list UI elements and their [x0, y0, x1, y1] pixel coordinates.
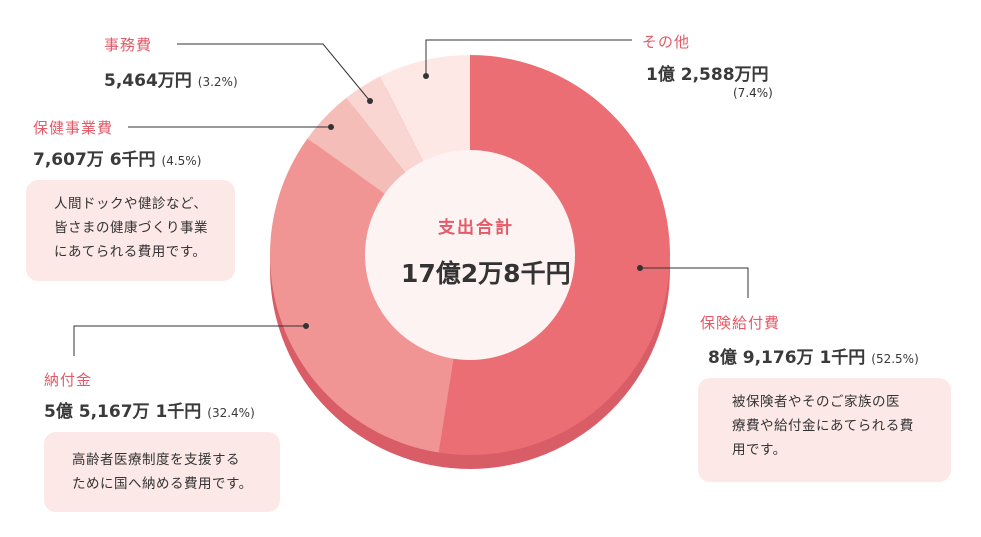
label-sonota: その他: [642, 33, 691, 51]
percent-nofukin: (32.4%): [207, 406, 255, 420]
amount-hoken-jigyo: 7,607万 6千円 (4.5%): [33, 150, 202, 170]
center-title: 支出合計: [438, 218, 514, 238]
leader-dot-jimuhi: [367, 98, 373, 104]
percent-hoken-kyufu: (52.5%): [871, 352, 919, 366]
leader-dot-sonota: [423, 73, 429, 79]
amount-jimuhi: 5,464万円 (3.2%): [104, 71, 238, 91]
percent-jimuhi: (3.2%): [197, 75, 238, 89]
note-hoken-jigyo: 人間ドックや健診など、 皆さまの健康づくり事業 にあてられる費用です。: [26, 180, 235, 281]
percent-sonota: (7.4%): [733, 86, 773, 100]
note-hoken-kyufu: 被保険者やそのご家族の医 療費や給付金にあてられる費 用です。: [698, 378, 951, 482]
percent-hoken-jigyo: (4.5%): [161, 154, 202, 168]
leader-line-hoken-kyufu: [640, 267, 749, 298]
amount-hoken-kyufu: 8億 9,176万 1千円 (52.5%): [708, 348, 919, 368]
leader-dot-hoken-jigyo: [328, 124, 334, 130]
label-hoken-kyufu: 保険給付費: [700, 314, 781, 332]
leader-line-sonota: [425, 39, 632, 76]
center-value: 17億2万8千円: [401, 259, 571, 288]
label-hoken-jigyo: 保健事業費: [33, 119, 114, 137]
leader-line-jimuhi: [177, 43, 371, 102]
leader-dot-hoken-kyufu: [637, 265, 643, 271]
leader-lines: [73, 39, 749, 356]
amount-sonota: 1億 2,588万円: [646, 65, 769, 85]
label-nofukin: 納付金: [44, 371, 93, 389]
center-circle: [365, 150, 575, 360]
label-jimuhi: 事務費: [104, 36, 153, 54]
slice-nofukin: [270, 138, 470, 453]
amount-nofukin: 5億 5,167万 1千円 (32.4%): [44, 402, 255, 422]
leader-line-nofukin: [73, 325, 306, 356]
leader-dot-nofukin: [303, 323, 309, 329]
note-nofukin: 高齢者医療制度を支援する ために国へ納める費用です。: [44, 432, 280, 512]
